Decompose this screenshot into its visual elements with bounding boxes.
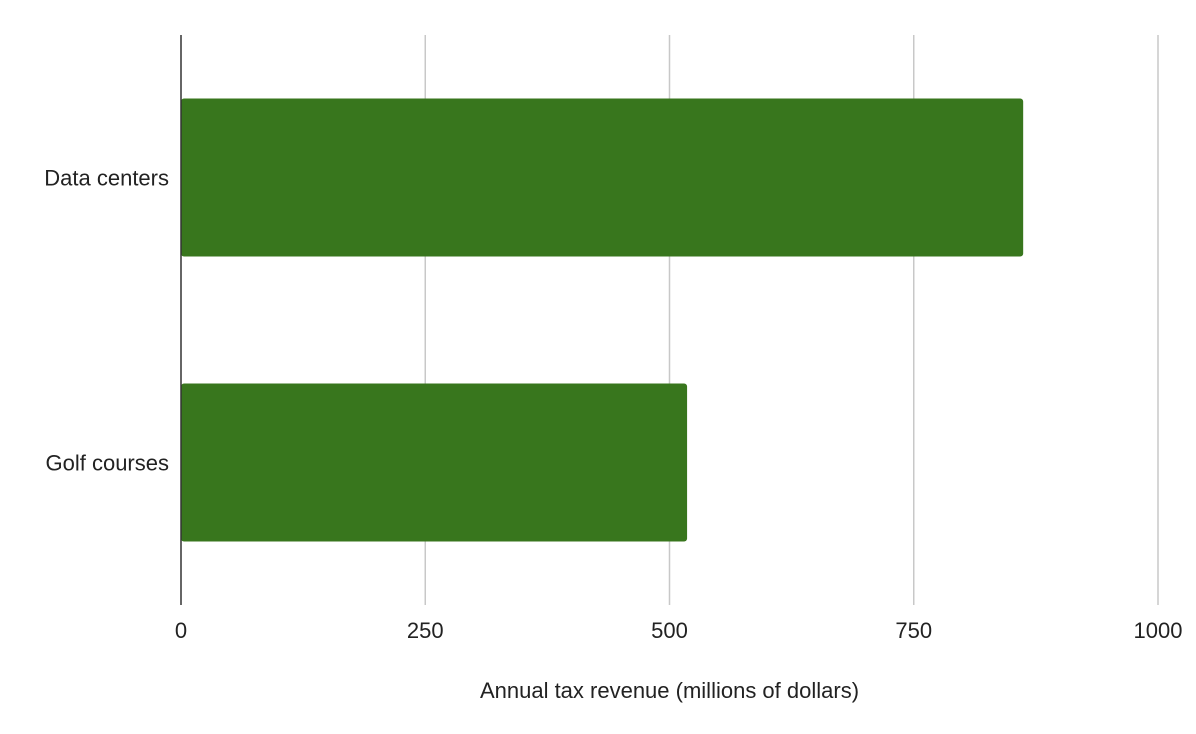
x-tick-label-500: 500 [651,618,688,643]
category-label-data-centers: Data centers [44,166,169,191]
x-tick-label-0: 0 [175,618,187,643]
x-tick-label-250: 250 [407,618,444,643]
x-axis-title: Annual tax revenue (millions of dollars) [480,678,859,703]
x-tick-label-1000: 1000 [1134,618,1183,643]
bars [181,98,1024,542]
x-tick-label-750: 750 [895,618,932,643]
bar-data-centers [181,98,1024,257]
category-label-golf-courses: Golf courses [46,451,170,476]
category-labels: Data centers Golf courses [44,166,169,476]
bar-golf-courses [181,383,688,542]
x-tick-labels: 0 250 500 750 1000 [175,618,1183,643]
